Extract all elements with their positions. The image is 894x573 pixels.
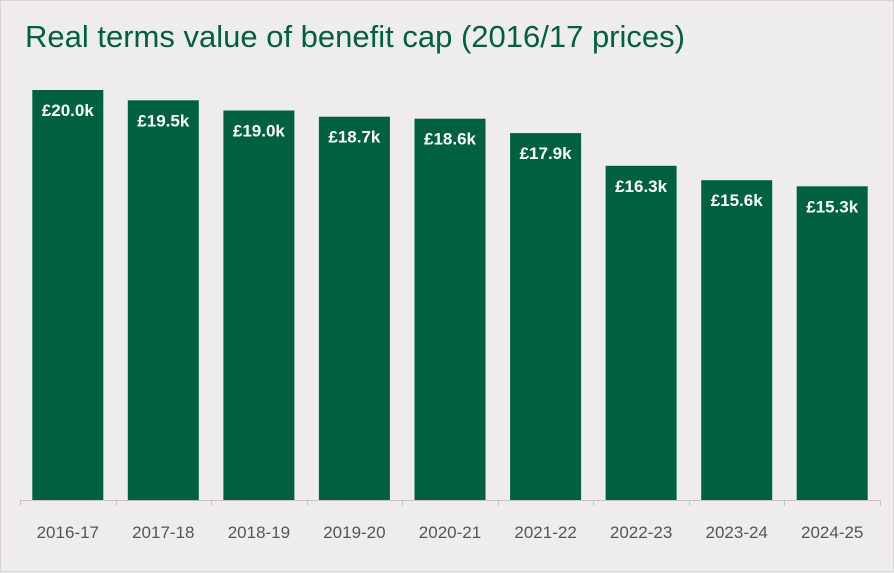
x-tick-label-2023-24: 2023-24 (706, 523, 768, 542)
data-label-2024-25: £15.3k (806, 197, 859, 216)
bar-2016-17 (32, 90, 104, 500)
x-tick-label-2024-25: 2024-25 (801, 523, 863, 542)
bar-2019-20 (318, 116, 390, 500)
bar-2023-24 (701, 180, 773, 500)
data-label-2016-17: £20.0k (42, 101, 95, 120)
data-label-2023-24: £15.6k (711, 191, 764, 210)
x-tick-label-2017-18: 2017-18 (132, 523, 194, 542)
bar-2018-19 (223, 110, 295, 500)
bar-2017-18 (127, 100, 199, 501)
chart-title: Real terms value of benefit cap (2016/17… (25, 19, 685, 54)
data-label-2021-22: £17.9k (520, 144, 573, 163)
data-label-2022-23: £16.3k (615, 177, 668, 196)
data-label-2019-20: £18.7k (328, 128, 381, 147)
data-label-2017-18: £19.5k (137, 111, 190, 130)
x-tick-label-2020-21: 2020-21 (419, 523, 481, 542)
x-tick-label-2018-19: 2018-19 (228, 523, 290, 542)
x-tick-label-2019-20: 2019-20 (323, 523, 385, 542)
x-tick-label-2016-17: 2016-17 (37, 523, 99, 542)
bar-2021-22 (510, 133, 582, 500)
data-label-2020-21: £18.6k (424, 130, 477, 149)
bar-2024-25 (796, 186, 868, 501)
bar-2022-23 (605, 165, 677, 501)
bar-2020-21 (414, 118, 486, 500)
data-label-2018-19: £19.0k (233, 122, 286, 141)
x-tick-label-2022-23: 2022-23 (610, 523, 672, 542)
x-tick-label-2021-22: 2021-22 (514, 523, 576, 542)
